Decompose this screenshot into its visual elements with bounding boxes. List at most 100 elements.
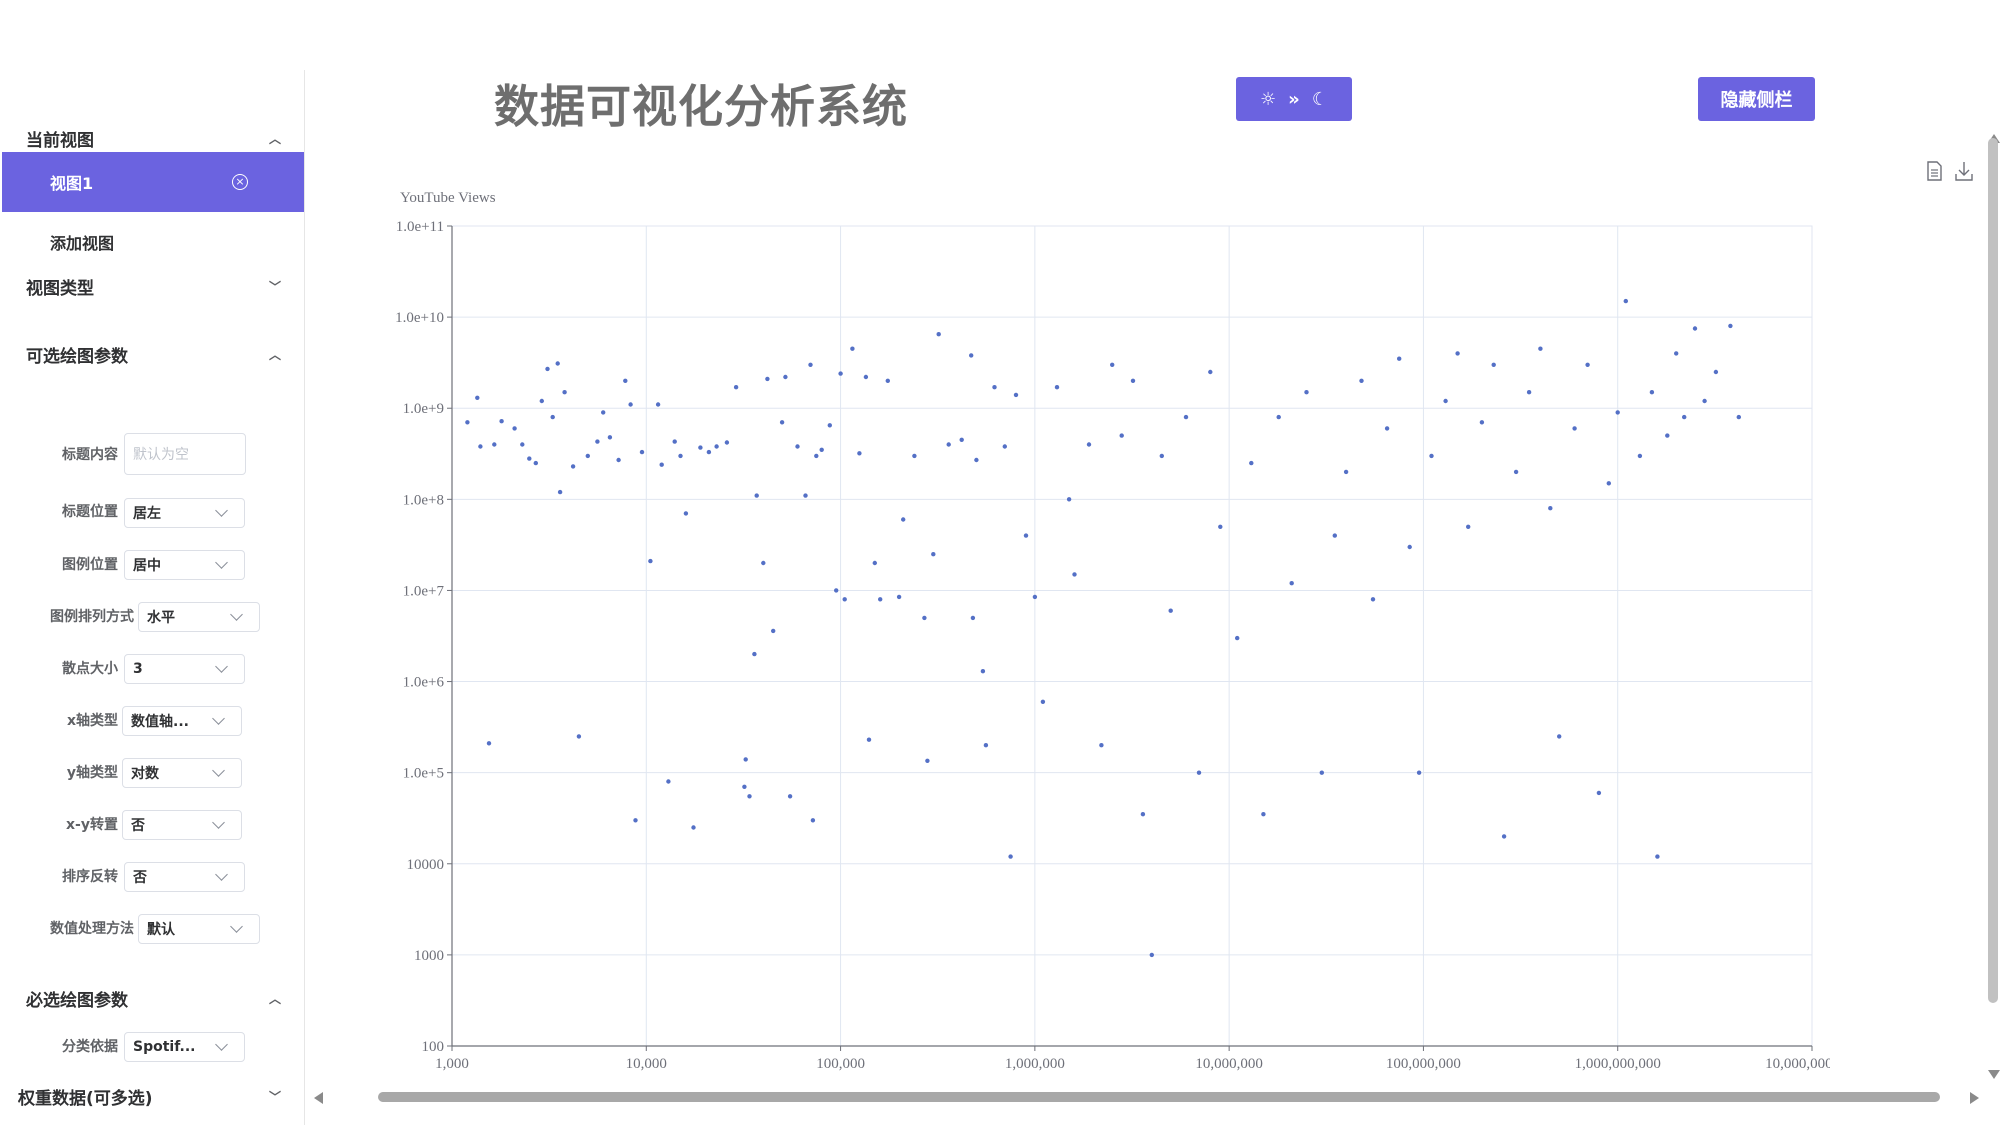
category-basis-label: 分类依据 (38, 1036, 118, 1056)
scatter-point (867, 738, 871, 742)
scatter-point (1290, 581, 1294, 585)
title-content-input[interactable]: 默认为空 (124, 433, 246, 475)
chevron-up-icon: ︿ (268, 346, 282, 363)
view-type-header[interactable]: 视图类型 ﹀ (26, 266, 282, 306)
sort-reverse-select[interactable]: 否 (124, 862, 245, 892)
scatter-point (1492, 363, 1496, 367)
add-view-item[interactable]: 添加视图 (2, 212, 304, 272)
theme-toggle-button[interactable]: ☼ » ☾ (1236, 77, 1352, 121)
scatter-point (1197, 771, 1201, 775)
optional-params-header[interactable]: 可选绘图参数 ︿ (26, 334, 282, 374)
scatter-point (1557, 734, 1561, 738)
scatter-point (656, 402, 660, 406)
scatter-point (678, 454, 682, 458)
scatter-point (1141, 812, 1145, 816)
scatter-point (1655, 854, 1659, 858)
view-item-1[interactable]: 视图1 × (2, 152, 304, 212)
xy-swap-select[interactable]: 否 (122, 810, 242, 840)
scatter-point (1480, 420, 1484, 424)
scatter-point (475, 396, 479, 400)
legend-layout-select[interactable]: 水平 (138, 602, 260, 632)
scatter-point (814, 454, 818, 458)
y-tick-label: 1.0e+9 (403, 401, 444, 417)
scatter-point (937, 332, 941, 336)
legend-position-select[interactable]: 居中 (124, 550, 245, 580)
scatter-point (843, 597, 847, 601)
y-axis-type-select[interactable]: 对数 (122, 758, 242, 788)
legend-layout-label: 图例排列方式 (34, 606, 134, 626)
x-tick-label: 10,000,000 (1195, 1056, 1263, 1072)
scatter-point (864, 375, 868, 379)
y-tick-label: 1.0e+8 (403, 492, 444, 508)
weight-data-header[interactable]: 权重数据(可多选) ﹀ (18, 1076, 282, 1116)
scatter-point (1344, 470, 1348, 474)
y-tick-label: 1.0e+11 (396, 219, 444, 235)
scatter-point (897, 595, 901, 599)
scatter-point (556, 361, 560, 365)
sort-reverse-value: 否 (133, 867, 147, 887)
x-axis-type-value: 数值轴... (131, 711, 189, 731)
scatter-point (828, 423, 832, 427)
scatter-point (660, 463, 664, 467)
scatter-point (1277, 415, 1281, 419)
category-basis-select[interactable]: Spotif... (124, 1032, 245, 1062)
vertical-scrollbar[interactable] (1988, 138, 1998, 1003)
chevron-up-icon: ︿ (268, 130, 282, 147)
scatter-point (1208, 370, 1212, 374)
scatter-point (765, 377, 769, 381)
scatter-point (1466, 525, 1470, 529)
scatter-point (595, 439, 599, 443)
x-axis-type-select[interactable]: 数值轴... (122, 706, 242, 736)
y-tick-label: 100 (422, 1039, 445, 1055)
legend-position-value: 居中 (133, 555, 161, 575)
download-icon[interactable] (1954, 160, 1974, 182)
title-position-label: 标题位置 (38, 501, 118, 521)
scatter-point (1607, 481, 1611, 485)
value-processing-label: 数值处理方法 (34, 918, 134, 938)
hide-sidebar-button[interactable]: 隐藏侧栏 (1698, 77, 1815, 121)
scatter-point (734, 385, 738, 389)
scatter-point (725, 440, 729, 444)
scatter-point (487, 741, 491, 745)
scatter-point (1110, 363, 1114, 367)
scatter-point (780, 420, 784, 424)
scatter-point (1650, 390, 1654, 394)
scatter-point (1014, 393, 1018, 397)
x-tick-label: 10,000,000,000 (1765, 1056, 1830, 1072)
scatter-point (586, 454, 590, 458)
title-position-select[interactable]: 居左 (124, 498, 245, 528)
chevron-down-icon: ﹀ (268, 278, 282, 295)
scatter-point (878, 597, 882, 601)
scroll-down-arrow-icon[interactable] (1988, 1070, 2000, 1079)
scatter-point (562, 390, 566, 394)
required-params-header[interactable]: 必选绘图参数 ︿ (26, 978, 282, 1018)
scatter-point (912, 454, 916, 458)
scroll-left-arrow-icon[interactable] (314, 1092, 323, 1104)
scatter-point (886, 379, 890, 383)
point-size-value: 3 (133, 661, 143, 677)
scatter-point (1538, 347, 1542, 351)
horizontal-scrollbar[interactable] (378, 1092, 1940, 1102)
view-type-label: 视图类型 (26, 274, 94, 299)
scatter-point (1385, 426, 1389, 430)
title-position-value: 居左 (133, 503, 161, 523)
scatter-point (761, 561, 765, 565)
scatter-point (534, 461, 538, 465)
scatter-point (1072, 572, 1076, 576)
scatter-point (577, 734, 581, 738)
scatter-point (608, 435, 612, 439)
chevron-down-icon (215, 868, 228, 881)
data-view-icon[interactable] (1924, 160, 1944, 182)
point-size-select[interactable]: 3 (124, 654, 245, 684)
page-title: 数据可视化分析系统 (494, 70, 908, 135)
scroll-right-arrow-icon[interactable] (1970, 1092, 1979, 1104)
scatter-point (1572, 426, 1576, 430)
value-processing-value: 默认 (147, 919, 175, 939)
scatter-point (1008, 854, 1012, 858)
chevron-down-icon (212, 816, 225, 829)
chevron-down-icon (212, 712, 225, 725)
scatter-point (601, 410, 605, 414)
value-processing-select[interactable]: 默认 (138, 914, 260, 944)
close-circle-icon[interactable]: × (232, 174, 248, 190)
xy-swap-label: x-y转置 (38, 814, 118, 834)
